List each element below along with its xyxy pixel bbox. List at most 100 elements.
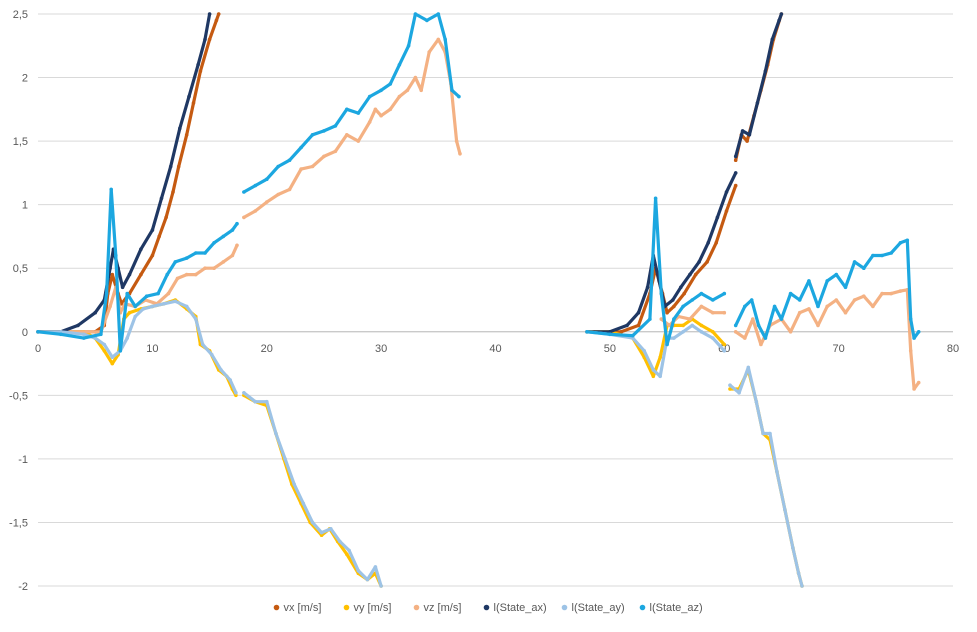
data-point [203, 266, 207, 271]
data-point [187, 94, 191, 99]
data-point [207, 37, 212, 42]
series-1 [36, 298, 804, 588]
data-point [287, 187, 292, 192]
data-point [219, 368, 223, 372]
data-point [797, 298, 802, 302]
data-point [755, 101, 760, 105]
data-point [768, 431, 772, 436]
data-point [625, 323, 629, 328]
data-point [221, 260, 226, 264]
data-point [114, 253, 118, 258]
data-point [235, 221, 239, 226]
series-line-4-3 [728, 365, 804, 588]
data-point [733, 158, 738, 162]
data-point [230, 228, 235, 232]
data-point [733, 330, 738, 334]
data-point [150, 253, 155, 258]
data-point [234, 393, 238, 398]
data-point [93, 310, 97, 315]
data-point [619, 330, 624, 334]
data-point [733, 323, 738, 328]
data-point [443, 37, 448, 42]
y-tick-label: 2,5 [13, 9, 28, 21]
legend-label: vx [m/s] [284, 602, 322, 614]
data-point [127, 310, 132, 315]
data-point [672, 336, 676, 340]
series-line-1-1 [242, 393, 383, 588]
data-point [333, 149, 338, 154]
x-tick-label: 30 [375, 343, 387, 355]
data-point [165, 272, 169, 277]
data-point [880, 291, 884, 296]
data-point [743, 304, 747, 309]
data-point [912, 336, 916, 340]
data-point [679, 285, 683, 290]
data-point [754, 399, 759, 404]
data-point [253, 209, 258, 213]
data-point [672, 317, 676, 321]
data-point [367, 94, 372, 99]
data-point [367, 120, 372, 124]
data-point [843, 285, 848, 290]
data-point [299, 145, 303, 150]
data-point [139, 247, 143, 251]
legend-item: l(State_az) [639, 602, 703, 614]
data-point [108, 304, 112, 309]
data-point [214, 18, 219, 23]
data-point [150, 228, 155, 232]
data-point [728, 387, 732, 391]
series-line-5-1 [242, 12, 461, 194]
data-point [310, 133, 315, 137]
data-point [159, 196, 164, 201]
y-tick-label: 2 [22, 73, 28, 85]
legend-item: vx [m/s] [273, 602, 322, 614]
data-point [141, 307, 145, 311]
data-point [99, 332, 103, 337]
data-point [800, 584, 804, 588]
data-point [139, 272, 143, 277]
data-point [419, 88, 424, 93]
data-point [125, 291, 129, 296]
legend-item: l(State_ay) [561, 602, 625, 614]
data-point [834, 272, 839, 277]
x-tick-label: 70 [833, 343, 845, 355]
data-point [916, 330, 921, 334]
legend-marker [483, 604, 490, 611]
data-point [200, 342, 205, 347]
data-point [221, 234, 226, 239]
y-tick-label: 0,5 [13, 263, 28, 275]
data-point [242, 190, 246, 194]
data-point [631, 336, 635, 340]
data-point [191, 101, 196, 105]
data-point [642, 349, 646, 353]
data-point [763, 69, 768, 73]
data-point [76, 323, 80, 328]
data-point [133, 314, 137, 319]
series-3 [36, 12, 784, 334]
x-tick-label: 0 [35, 343, 41, 355]
data-point [345, 107, 349, 112]
data-point [110, 361, 115, 366]
data-point [265, 200, 269, 204]
data-point [788, 330, 793, 334]
data-point [889, 251, 893, 255]
data-point [797, 310, 802, 315]
data-point [127, 272, 132, 277]
data-point [775, 469, 779, 474]
data-point [671, 298, 675, 302]
data-point [636, 323, 641, 328]
data-point [693, 272, 698, 277]
data-point [759, 342, 763, 347]
data-point [287, 158, 292, 162]
data-point [825, 279, 829, 283]
data-point [373, 107, 378, 112]
series-5 [36, 12, 921, 353]
data-point [166, 291, 171, 296]
data-point [825, 304, 829, 309]
data-point [763, 336, 768, 340]
data-point [379, 88, 383, 93]
data-point [413, 75, 418, 80]
data-point [436, 12, 441, 16]
data-point [125, 336, 129, 340]
